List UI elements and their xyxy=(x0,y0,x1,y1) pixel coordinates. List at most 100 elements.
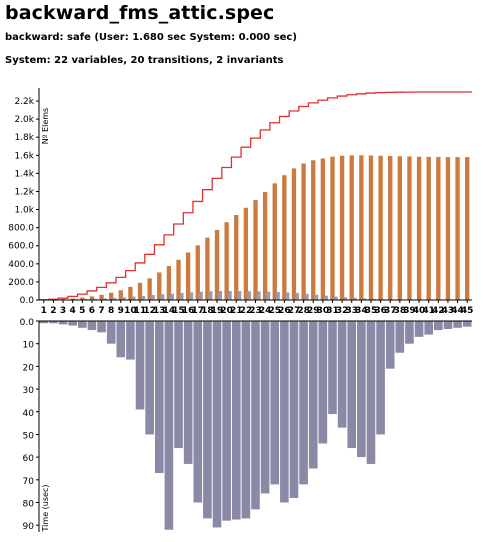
step-label: 14 xyxy=(163,306,176,316)
time-bar xyxy=(87,321,97,331)
time-bar xyxy=(174,321,183,449)
time-chart: 0.0 10 20 30 40 50 60 70 80 90 xyxy=(20,318,472,532)
elements-bar xyxy=(291,168,297,300)
step-label: 9 xyxy=(118,306,124,316)
step-labels: 1 2 3 4 5 6 7 8 9 1011121314151617181920212223242… xyxy=(41,300,473,316)
step-label: 16 xyxy=(182,306,195,316)
time-bar xyxy=(212,321,222,528)
time-y-tick-label: 0.0 xyxy=(20,318,35,328)
time-bar xyxy=(145,321,154,435)
time-bar xyxy=(405,321,414,344)
step-label: 44 xyxy=(451,306,464,316)
step-label: 20 xyxy=(220,306,233,316)
elements-bar xyxy=(311,160,316,300)
step-label: 22 xyxy=(240,306,253,316)
step-label: 18 xyxy=(201,306,214,316)
new-elements-bar xyxy=(314,294,319,300)
new-elements-bar xyxy=(333,296,338,300)
elements-bar xyxy=(157,272,162,300)
new-elements-bar xyxy=(227,290,232,300)
time-bar xyxy=(337,321,347,428)
step-label: 25 xyxy=(268,306,281,316)
elements-bar xyxy=(426,156,431,300)
time-bar xyxy=(126,321,135,360)
time-bar xyxy=(395,321,405,353)
step-label: 26 xyxy=(278,306,291,316)
elements-bar xyxy=(234,214,239,300)
time-y-tick-label: 10 xyxy=(23,341,35,351)
elements-y-tick-label: 1.6k xyxy=(14,151,34,161)
new-elements-bar xyxy=(237,291,242,300)
step-label: 13 xyxy=(153,306,166,316)
elements-y-tick-label: 200.0 xyxy=(8,278,34,288)
step-label: 21 xyxy=(230,306,243,316)
elements-bar xyxy=(320,158,326,300)
step-label: 19 xyxy=(211,306,224,316)
elements-bar xyxy=(109,292,114,300)
elements-bar xyxy=(465,157,470,300)
new-elements-bar xyxy=(372,298,377,300)
time-y-tick-label: 50 xyxy=(23,431,35,441)
step-label: 38 xyxy=(394,306,407,316)
time-bar xyxy=(58,321,68,325)
time-bar xyxy=(183,321,193,464)
elements-bar xyxy=(282,175,287,300)
step-label: 33 xyxy=(345,306,358,316)
time-bar xyxy=(434,321,443,331)
time-bar xyxy=(414,321,424,337)
time-bar xyxy=(49,321,58,324)
step-label: 3 xyxy=(60,306,66,316)
elements-bar xyxy=(195,245,200,300)
elements-bar xyxy=(137,282,143,300)
elements-bar xyxy=(330,156,335,300)
new-elements-bar xyxy=(189,292,194,300)
time-y-tick-label: 70 xyxy=(23,477,35,487)
elements-bar xyxy=(262,191,268,300)
elements-bar xyxy=(128,286,133,300)
new-elements-bar xyxy=(256,291,261,300)
new-elements-bar xyxy=(362,298,367,300)
time-bar xyxy=(385,321,395,369)
step-label: 34 xyxy=(355,306,368,316)
elements-y-tick-label: 2.2k xyxy=(14,97,34,107)
time-y-tick-label: 80 xyxy=(23,500,35,510)
elements-bar xyxy=(339,155,345,300)
time-bar xyxy=(328,321,337,415)
step-label: 1 xyxy=(41,306,47,316)
step-label: 8 xyxy=(108,306,114,316)
elements-bar xyxy=(185,252,191,300)
elements-bar xyxy=(455,157,460,300)
elements-bar xyxy=(243,207,249,300)
time-y-tick-label: 40 xyxy=(23,409,35,419)
step-label: 41 xyxy=(422,306,435,316)
new-elements-bar xyxy=(160,294,165,300)
elements-y-tick-label: 2.0k xyxy=(14,115,34,125)
time-bar xyxy=(462,321,472,327)
elements-bar xyxy=(224,222,229,300)
time-bar xyxy=(366,321,376,464)
elements-bar xyxy=(80,297,85,300)
new-elements-bar xyxy=(93,298,97,300)
elements-y-tick-label: 1.2k xyxy=(14,187,34,197)
system-line: System: 22 variables, 20 transitions, 2 … xyxy=(5,55,284,66)
step-label: 6 xyxy=(89,306,95,316)
time-bar xyxy=(222,321,231,521)
elements-bar xyxy=(166,266,172,300)
step-label: 10 xyxy=(124,306,137,316)
step-label: 30 xyxy=(317,306,330,316)
time-bar xyxy=(154,321,164,474)
step-label: 2 xyxy=(50,306,56,316)
elements-bar xyxy=(118,290,123,300)
new-elements-bar xyxy=(218,290,223,300)
time-bar xyxy=(251,321,260,510)
elements-bar xyxy=(205,237,210,300)
time-bar xyxy=(77,321,87,328)
elements-bar xyxy=(70,298,75,300)
elements-y-tick-label: 1.4k xyxy=(14,169,34,179)
time-bar xyxy=(376,321,385,435)
time-bar xyxy=(443,321,453,329)
time-bar xyxy=(453,321,462,328)
time-y-tick-label: 60 xyxy=(23,454,35,464)
elements-bar xyxy=(397,156,402,300)
